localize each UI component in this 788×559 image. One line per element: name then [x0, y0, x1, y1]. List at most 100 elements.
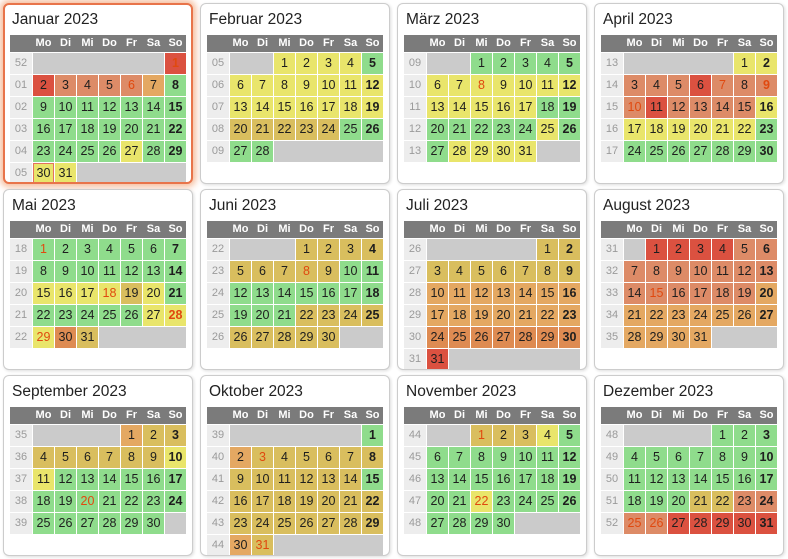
day-cell[interactable]: 1: [712, 425, 733, 446]
day-cell[interactable]: 20: [252, 305, 273, 326]
day-cell[interactable]: 20: [427, 491, 448, 512]
day-cell[interactable]: 10: [318, 75, 339, 96]
day-cell[interactable]: 26: [668, 141, 689, 162]
day-cell[interactable]: 2: [756, 53, 777, 74]
day-cell[interactable]: 18: [449, 305, 470, 326]
day-cell[interactable]: 7: [99, 447, 120, 468]
day-cell[interactable]: 18: [99, 283, 120, 304]
day-cell[interactable]: 29: [33, 327, 54, 348]
day-cell[interactable]: 13: [756, 261, 777, 282]
day-cell[interactable]: 6: [668, 447, 689, 468]
day-cell[interactable]: 13: [668, 469, 689, 490]
day-cell[interactable]: 13: [143, 261, 164, 282]
day-cell[interactable]: 28: [624, 327, 645, 348]
day-cell[interactable]: 28: [165, 305, 186, 326]
day-cell[interactable]: 20: [230, 119, 251, 140]
day-cell[interactable]: 10: [427, 283, 448, 304]
day-cell[interactable]: 28: [690, 513, 711, 534]
day-cell[interactable]: 25: [362, 305, 383, 326]
day-cell[interactable]: 21: [340, 491, 361, 512]
day-cell[interactable]: 2: [493, 53, 514, 74]
day-cell[interactable]: 2: [33, 75, 54, 96]
day-cell[interactable]: 10: [165, 447, 186, 468]
day-cell[interactable]: 4: [362, 239, 383, 260]
day-cell[interactable]: 22: [646, 305, 667, 326]
day-cell[interactable]: 16: [230, 491, 251, 512]
day-cell[interactable]: 30: [230, 535, 251, 555]
day-cell[interactable]: 4: [274, 447, 295, 468]
day-cell[interactable]: 16: [668, 283, 689, 304]
day-cell[interactable]: 30: [33, 163, 54, 182]
day-cell[interactable]: 23: [756, 119, 777, 140]
day-cell[interactable]: 24: [427, 327, 448, 348]
day-cell[interactable]: 4: [624, 447, 645, 468]
day-cell[interactable]: 6: [143, 239, 164, 260]
day-cell[interactable]: 2: [559, 239, 580, 260]
day-cell[interactable]: 4: [712, 239, 733, 260]
day-cell[interactable]: 9: [493, 75, 514, 96]
day-cell[interactable]: 29: [537, 327, 558, 348]
day-cell[interactable]: 17: [55, 119, 76, 140]
day-cell[interactable]: 5: [646, 447, 667, 468]
day-cell[interactable]: 5: [230, 261, 251, 282]
day-cell[interactable]: 14: [165, 261, 186, 282]
day-cell[interactable]: 7: [165, 239, 186, 260]
day-cell[interactable]: 31: [690, 327, 711, 348]
day-cell[interactable]: 21: [165, 283, 186, 304]
day-cell[interactable]: 15: [33, 283, 54, 304]
day-cell[interactable]: 2: [143, 425, 164, 446]
day-cell[interactable]: 16: [143, 469, 164, 490]
day-cell[interactable]: 20: [493, 305, 514, 326]
day-cell[interactable]: 11: [77, 97, 98, 118]
day-cell[interactable]: 1: [646, 239, 667, 260]
day-cell[interactable]: 18: [537, 469, 558, 490]
day-cell[interactable]: 21: [515, 305, 536, 326]
day-cell[interactable]: 29: [165, 141, 186, 162]
day-cell[interactable]: 20: [756, 283, 777, 304]
day-cell[interactable]: 19: [296, 491, 317, 512]
day-cell[interactable]: 27: [143, 305, 164, 326]
day-cell[interactable]: 24: [77, 305, 98, 326]
day-cell[interactable]: 9: [318, 261, 339, 282]
day-cell[interactable]: 23: [493, 119, 514, 140]
day-cell[interactable]: 8: [121, 447, 142, 468]
day-cell[interactable]: 19: [55, 491, 76, 512]
day-cell[interactable]: 29: [296, 327, 317, 348]
day-cell[interactable]: 26: [55, 513, 76, 534]
day-cell[interactable]: 24: [252, 513, 273, 534]
day-cell[interactable]: 15: [362, 469, 383, 490]
day-cell[interactable]: 9: [734, 447, 755, 468]
day-cell[interactable]: 8: [712, 447, 733, 468]
day-cell[interactable]: 21: [624, 305, 645, 326]
day-cell[interactable]: 5: [668, 75, 689, 96]
day-cell[interactable]: 23: [33, 141, 54, 162]
day-cell[interactable]: 23: [55, 305, 76, 326]
day-cell[interactable]: 25: [77, 141, 98, 162]
day-cell[interactable]: 9: [493, 447, 514, 468]
day-cell[interactable]: 15: [121, 469, 142, 490]
day-cell[interactable]: 8: [274, 75, 295, 96]
day-cell[interactable]: 11: [33, 469, 54, 490]
day-cell[interactable]: 5: [362, 53, 383, 74]
day-cell[interactable]: 4: [646, 75, 667, 96]
day-cell[interactable]: 11: [624, 469, 645, 490]
day-cell[interactable]: 27: [427, 141, 448, 162]
day-cell[interactable]: 19: [559, 469, 580, 490]
day-cell[interactable]: 1: [734, 53, 755, 74]
day-cell[interactable]: 12: [734, 261, 755, 282]
day-cell[interactable]: 21: [143, 119, 164, 140]
day-cell[interactable]: 26: [559, 119, 580, 140]
day-cell[interactable]: 25: [624, 513, 645, 534]
day-cell[interactable]: 17: [515, 97, 536, 118]
day-cell[interactable]: 24: [165, 491, 186, 512]
day-cell[interactable]: 4: [77, 75, 98, 96]
day-cell[interactable]: 6: [427, 447, 448, 468]
day-cell[interactable]: 15: [712, 469, 733, 490]
day-cell[interactable]: 10: [252, 469, 273, 490]
day-cell[interactable]: 12: [559, 447, 580, 468]
day-cell[interactable]: 31: [427, 349, 448, 369]
day-cell[interactable]: 27: [121, 141, 142, 162]
day-cell[interactable]: 15: [537, 283, 558, 304]
day-cell[interactable]: 5: [559, 53, 580, 74]
day-cell[interactable]: 8: [471, 75, 492, 96]
